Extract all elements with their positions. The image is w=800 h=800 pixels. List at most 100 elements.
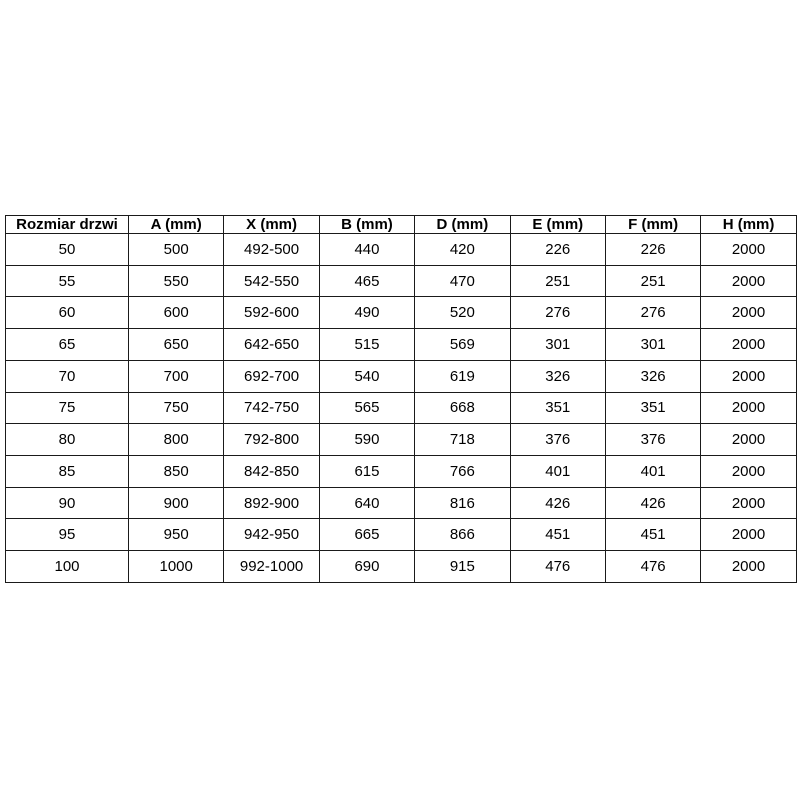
table-cell: 542-550 (223, 264, 320, 298)
table-cell: 326 (604, 359, 702, 393)
table-cell: 2000 (700, 328, 797, 361)
table-cell: 401 (604, 455, 702, 488)
table-cell: 800 (127, 423, 225, 457)
table-cell: 426 (509, 486, 606, 520)
table-cell: 1000 (127, 550, 225, 583)
table-cell: 451 (604, 518, 702, 552)
table-cell: 500 (127, 233, 225, 266)
table-cell: 492-500 (223, 233, 320, 266)
table-cell: 520 (414, 296, 511, 330)
table-cell: 665 (318, 518, 416, 552)
table-cell: 690 (318, 550, 416, 583)
table-cell: 465 (318, 264, 416, 298)
table-cell: 742-750 (223, 391, 320, 425)
column-header-e-mm: E (mm) (509, 215, 606, 234)
table-cell: 915 (414, 550, 511, 583)
column-header-a-mm: A (mm) (127, 215, 225, 234)
table-row: 70 700 692-700 540 619 326 326 2000 (5, 359, 797, 393)
table-cell: 470 (414, 264, 511, 298)
table-cell: 792-800 (223, 423, 320, 457)
table-row: 95 950 942-950 665 866 451 451 2000 (5, 518, 797, 552)
table-cell: 276 (509, 296, 606, 330)
table-cell: 2000 (700, 455, 797, 488)
table-cell: 251 (604, 264, 702, 298)
table-cell: 515 (318, 328, 416, 361)
table-cell: 2000 (700, 391, 797, 425)
table-cell: 668 (414, 391, 511, 425)
table-cell: 640 (318, 486, 416, 520)
table-cell: 376 (509, 423, 606, 457)
table-cell: 440 (318, 233, 416, 266)
table-cell: 476 (509, 550, 606, 583)
table-row: 100 1000 992-1000 690 915 476 476 2000 (5, 550, 797, 583)
table-cell: 226 (604, 233, 702, 266)
table-cell: 2000 (700, 423, 797, 457)
table-cell: 692-700 (223, 359, 320, 393)
column-header-rozmiar-drzwi: Rozmiar drzwi (5, 215, 129, 234)
table-cell: 90 (5, 486, 129, 520)
table-cell: 2000 (700, 518, 797, 552)
table-cell: 569 (414, 328, 511, 361)
column-header-h-mm: H (mm) (700, 215, 797, 234)
column-header-d-mm: D (mm) (414, 215, 511, 234)
table-cell: 718 (414, 423, 511, 457)
table-row: 65 650 642-650 515 569 301 301 2000 (5, 328, 797, 361)
table-cell: 619 (414, 359, 511, 393)
table-row: 85 850 842-850 615 766 401 401 2000 (5, 455, 797, 488)
table-cell: 301 (509, 328, 606, 361)
table-cell: 700 (127, 359, 225, 393)
table-cell: 590 (318, 423, 416, 457)
table-cell: 550 (127, 264, 225, 298)
table-cell: 426 (604, 486, 702, 520)
table-cell: 942-950 (223, 518, 320, 552)
table-cell: 600 (127, 296, 225, 330)
table-cell: 2000 (700, 296, 797, 330)
table-cell: 85 (5, 455, 129, 488)
table-cell: 2000 (700, 233, 797, 266)
table-cell: 451 (509, 518, 606, 552)
table-cell: 565 (318, 391, 416, 425)
table-cell: 816 (414, 486, 511, 520)
table-row: 60 600 592-600 490 520 276 276 2000 (5, 296, 797, 330)
table-cell: 866 (414, 518, 511, 552)
table-cell: 420 (414, 233, 511, 266)
table-cell: 750 (127, 391, 225, 425)
table-row: 75 750 742-750 565 668 351 351 2000 (5, 391, 797, 425)
table-cell: 642-650 (223, 328, 320, 361)
table-cell: 850 (127, 455, 225, 488)
table-cell: 55 (5, 264, 129, 298)
table-cell: 276 (604, 296, 702, 330)
table-cell: 540 (318, 359, 416, 393)
table-cell: 95 (5, 518, 129, 552)
table-cell: 75 (5, 391, 129, 425)
header-row: Rozmiar drzwi A (mm) X (mm) B (mm) D (mm… (5, 215, 797, 234)
table-cell: 615 (318, 455, 416, 488)
table-cell: 2000 (700, 359, 797, 393)
table-cell: 80 (5, 423, 129, 457)
table-cell: 65 (5, 328, 129, 361)
table-cell: 892-900 (223, 486, 320, 520)
table-cell: 70 (5, 359, 129, 393)
table-cell: 900 (127, 486, 225, 520)
table-cell: 2000 (700, 550, 797, 583)
table-cell: 100 (5, 550, 129, 583)
table-cell: 351 (604, 391, 702, 425)
door-size-table: Rozmiar drzwi A (mm) X (mm) B (mm) D (mm… (5, 215, 797, 583)
table-cell: 766 (414, 455, 511, 488)
table-row: 90 900 892-900 640 816 426 426 2000 (5, 486, 797, 520)
table-cell: 351 (509, 391, 606, 425)
column-header-f-mm: F (mm) (604, 215, 702, 234)
table-cell: 326 (509, 359, 606, 393)
table-cell: 2000 (700, 486, 797, 520)
table-cell: 490 (318, 296, 416, 330)
table-cell: 650 (127, 328, 225, 361)
table-cell: 60 (5, 296, 129, 330)
table-cell: 592-600 (223, 296, 320, 330)
table-cell: 301 (604, 328, 702, 361)
table-cell: 476 (604, 550, 702, 583)
table-cell: 376 (604, 423, 702, 457)
table-row: 55 550 542-550 465 470 251 251 2000 (5, 264, 797, 298)
table-cell: 950 (127, 518, 225, 552)
table-cell: 226 (509, 233, 606, 266)
table-cell: 50 (5, 233, 129, 266)
